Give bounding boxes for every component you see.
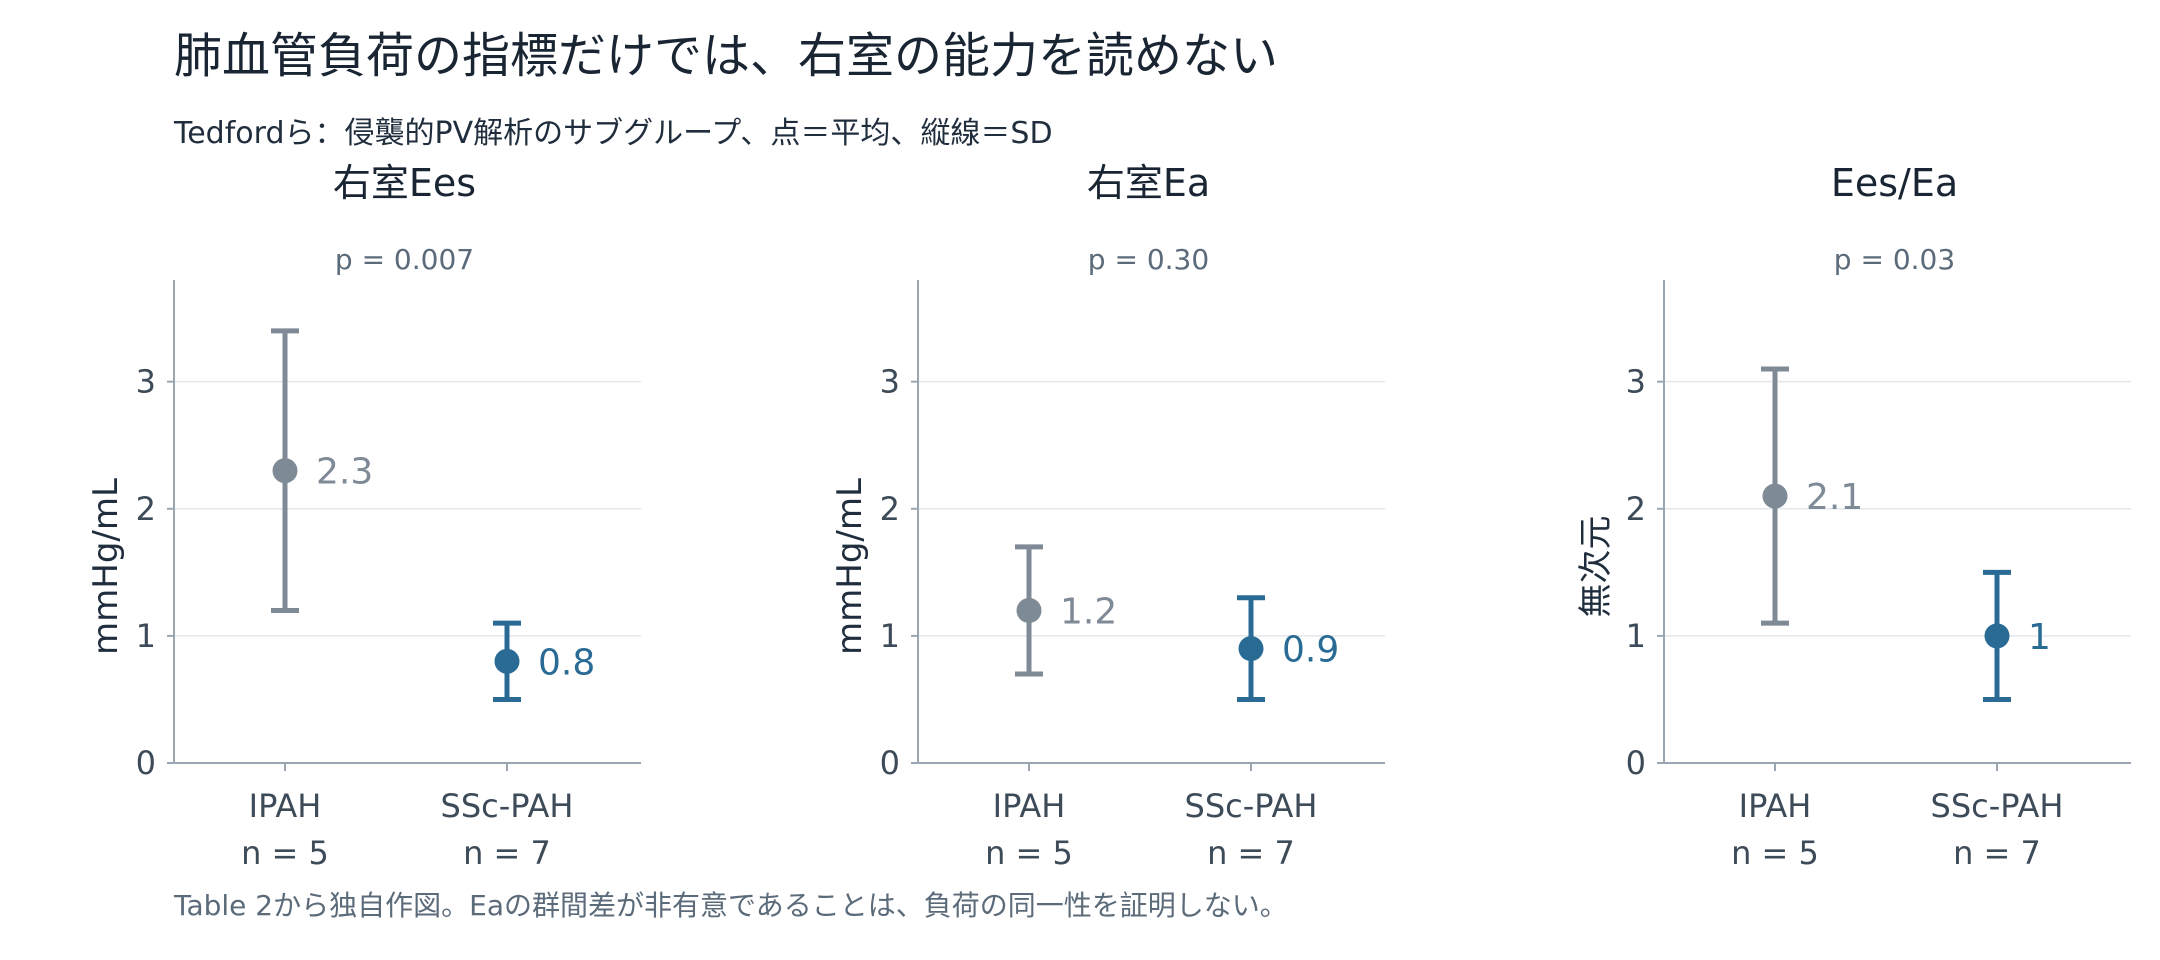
mean-point xyxy=(1762,483,1788,509)
mean-point xyxy=(1984,623,2010,649)
y-tick-label: 0 xyxy=(1626,744,1646,782)
mean-value-label: 1 xyxy=(2028,617,2051,658)
y-tick-label: 1 xyxy=(136,617,156,655)
p-value-annotation: p = 0.007 xyxy=(335,243,474,276)
mean-point xyxy=(494,648,520,674)
mean-value-label: 1.2 xyxy=(1060,591,1117,632)
x-sample-size-label: n = 5 xyxy=(985,834,1073,872)
mean-point xyxy=(272,458,298,484)
panel-title: Ees/Ea xyxy=(1831,161,1958,205)
y-tick-label: 2 xyxy=(1626,490,1646,528)
mean-point xyxy=(1016,597,1042,623)
p-value-annotation: p = 0.30 xyxy=(1088,243,1209,276)
y-tick-label: 1 xyxy=(880,617,900,655)
y-tick-label: 0 xyxy=(136,744,156,782)
x-category-label: IPAH xyxy=(249,787,322,825)
panel-title: 右室Ees xyxy=(333,161,476,205)
mean-value-label: 0.8 xyxy=(538,642,595,683)
y-tick-label: 2 xyxy=(880,490,900,528)
x-sample-size-label: n = 5 xyxy=(1731,834,1819,872)
x-sample-size-label: n = 7 xyxy=(1953,834,2041,872)
x-category-label: IPAH xyxy=(993,787,1066,825)
panel-title: 右室Ea xyxy=(1087,161,1210,205)
x-category-label: SSc-PAH xyxy=(441,787,574,825)
mean-point xyxy=(1238,636,1264,662)
x-category-label: IPAH xyxy=(1739,787,1812,825)
mean-value-label: 0.9 xyxy=(1282,630,1339,671)
x-category-label: SSc-PAH xyxy=(1185,787,1318,825)
y-tick-label: 0 xyxy=(880,744,900,782)
footnote: Table 2から独自作図。Eaの群間差が非有意であることは、負荷の同一性を証明… xyxy=(174,889,1288,922)
x-sample-size-label: n = 7 xyxy=(463,834,551,872)
y-axis-label: mmHg/mL xyxy=(86,478,126,655)
mean-value-label: 2.1 xyxy=(1806,477,1863,518)
p-value-annotation: p = 0.03 xyxy=(1834,243,1955,276)
page-subtitle: Tedfordら：侵襲的PV解析のサブグループ、点＝平均、縦線＝SD xyxy=(174,116,1053,151)
x-sample-size-label: n = 5 xyxy=(241,834,329,872)
x-sample-size-label: n = 7 xyxy=(1207,834,1295,872)
y-axis-label: mmHg/mL xyxy=(830,478,870,655)
y-tick-label: 3 xyxy=(880,363,900,401)
mean-value-label: 2.3 xyxy=(316,452,373,493)
y-axis-label: 無次元 xyxy=(1576,516,1616,618)
x-category-label: SSc-PAH xyxy=(1931,787,2064,825)
y-tick-label: 3 xyxy=(136,363,156,401)
page-title: 肺血管負荷の指標だけでは、右室の能力を読めない xyxy=(174,28,1279,84)
y-tick-label: 2 xyxy=(136,490,156,528)
y-tick-label: 1 xyxy=(1626,617,1646,655)
y-tick-label: 3 xyxy=(1626,363,1646,401)
